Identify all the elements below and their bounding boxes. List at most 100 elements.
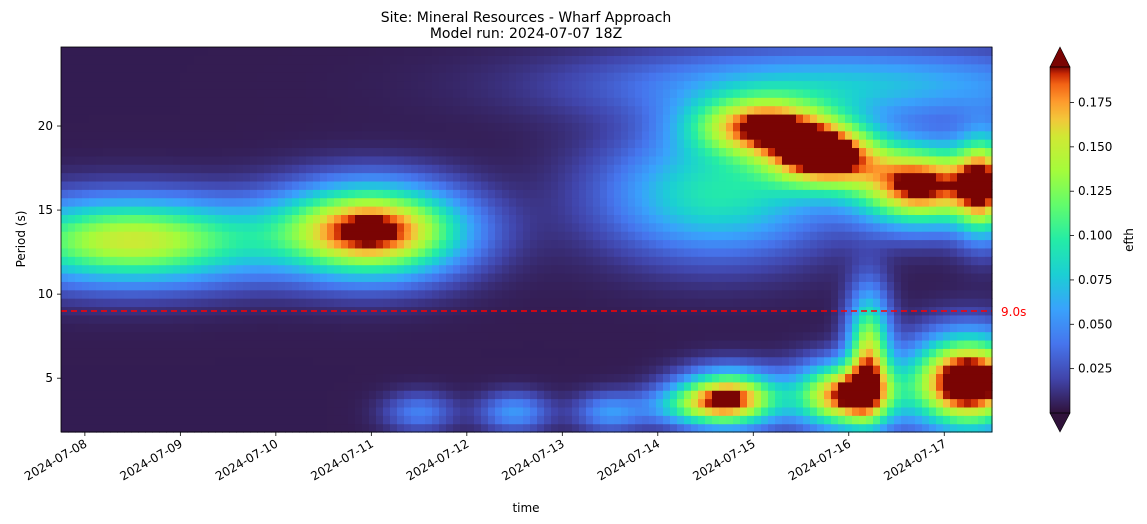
heatmap-cell [768, 373, 776, 383]
heatmap-cell [166, 88, 174, 98]
heatmap-cell [810, 189, 818, 199]
heatmap-cell [530, 80, 538, 90]
heatmap-cell [68, 298, 76, 308]
heatmap-cell [516, 289, 524, 299]
heatmap-cell [803, 172, 811, 182]
heatmap-cell [124, 390, 132, 400]
heatmap-cell [201, 339, 209, 349]
heatmap-cell [810, 289, 818, 299]
heatmap-cell [138, 298, 146, 308]
heatmap-cell [481, 72, 489, 82]
heatmap-cell [131, 197, 139, 207]
heatmap-cell [803, 47, 811, 56]
heatmap-cell [782, 406, 790, 416]
heatmap-cell [145, 406, 153, 416]
heatmap-cell [474, 239, 482, 249]
heatmap-cell [670, 147, 678, 157]
heatmap-cell [250, 373, 258, 383]
heatmap-cell [677, 139, 685, 149]
heatmap-cell [782, 264, 790, 274]
heatmap-cell [341, 415, 349, 425]
heatmap-cell [495, 256, 503, 266]
heatmap-cell [397, 323, 405, 333]
heatmap-cell [810, 172, 818, 182]
heatmap-cell [208, 406, 216, 416]
heatmap-cell [194, 298, 202, 308]
heatmap-cell [495, 122, 503, 132]
heatmap-cell [747, 172, 755, 182]
heatmap-cell [677, 331, 685, 341]
heatmap-cell [621, 180, 629, 190]
heatmap-cell [614, 155, 622, 165]
heatmap-cell [719, 55, 727, 65]
heatmap-cell [208, 415, 216, 425]
heatmap-cell [61, 130, 69, 140]
heatmap-cell [404, 365, 412, 375]
heatmap-cell [376, 189, 384, 199]
heatmap-cell [348, 373, 356, 383]
heatmap-cell [635, 122, 643, 132]
heatmap-cell [537, 97, 545, 107]
heatmap-cell [733, 272, 741, 282]
heatmap-cell [348, 339, 356, 349]
heatmap-cell [586, 314, 594, 324]
heatmap-cell [698, 147, 706, 157]
heatmap-cell [194, 164, 202, 174]
heatmap-cell [775, 189, 783, 199]
heatmap-cell [656, 415, 664, 425]
heatmap-cell [68, 197, 76, 207]
heatmap-cell [68, 423, 76, 433]
heatmap-cell [299, 348, 307, 358]
heatmap-cell [586, 113, 594, 123]
heatmap-cell [187, 356, 195, 366]
heatmap-cell [642, 113, 650, 123]
heatmap-cell [124, 139, 132, 149]
heatmap-cell [558, 298, 566, 308]
heatmap-cell [488, 264, 496, 274]
heatmap-cell [663, 239, 671, 249]
heatmap-cell [775, 306, 783, 316]
heatmap-cell [306, 339, 314, 349]
heatmap-cell [747, 80, 755, 90]
heatmap-cell [320, 97, 328, 107]
heatmap-cell [327, 348, 335, 358]
heatmap-cell [670, 88, 678, 98]
heatmap-cell [278, 189, 286, 199]
heatmap-cell [600, 323, 608, 333]
heatmap-cell [593, 323, 601, 333]
heatmap-cell [110, 222, 118, 232]
heatmap-cell [243, 189, 251, 199]
heatmap-cell [208, 147, 216, 157]
heatmap-cell [411, 356, 419, 366]
heatmap-cell [614, 97, 622, 107]
heatmap-cell [670, 348, 678, 358]
heatmap-cell [481, 147, 489, 157]
heatmap-cell [782, 122, 790, 132]
heatmap-cell [481, 130, 489, 140]
heatmap-cell [600, 189, 608, 199]
heatmap-cell [516, 172, 524, 182]
heatmap-cell [810, 222, 818, 232]
heatmap-cell [509, 155, 517, 165]
heatmap-cell [691, 122, 699, 132]
heatmap-cell [705, 231, 713, 241]
heatmap-cell [516, 189, 524, 199]
heatmap-cell [383, 331, 391, 341]
heatmap-cell [544, 206, 552, 215]
heatmap-cell [740, 365, 748, 375]
heatmap-cell [740, 80, 748, 90]
heatmap-cell [187, 348, 195, 358]
heatmap-cell [775, 348, 783, 358]
heatmap-cell [691, 105, 699, 115]
heatmap-cell [656, 390, 664, 400]
heatmap-cell [579, 197, 587, 207]
heatmap-cell [313, 365, 321, 375]
heatmap-cell [306, 122, 314, 132]
heatmap-cell [607, 122, 615, 132]
heatmap-cell [614, 63, 622, 73]
heatmap-cell [551, 298, 559, 308]
heatmap-cell [551, 80, 559, 90]
heatmap-cell [502, 406, 510, 416]
heatmap-cell [628, 97, 636, 107]
heatmap-cell [705, 164, 713, 174]
